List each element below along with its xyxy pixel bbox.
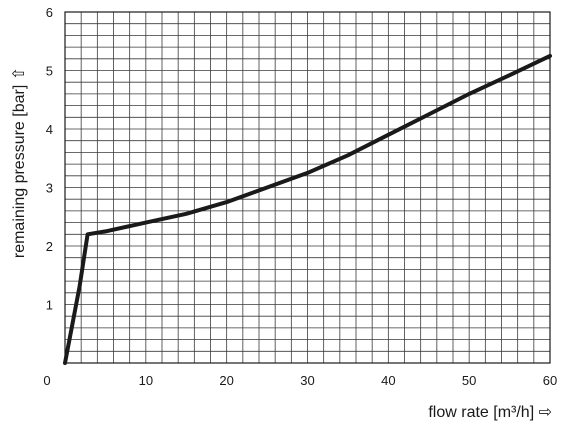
- y-tick-label: 4: [46, 122, 53, 137]
- x-tick-label: 20: [219, 373, 233, 388]
- x-tick-label: 50: [462, 373, 476, 388]
- grid: [65, 12, 550, 363]
- x-tick-label: 60: [543, 373, 557, 388]
- y-tick-label: 2: [46, 239, 53, 254]
- x-tick-labels: 0 10 20 30 40 50 60: [43, 373, 557, 388]
- y-tick-label: 6: [46, 5, 53, 20]
- y-tick-labels: 1 2 3 4 5 6: [46, 5, 53, 313]
- x-tick-label: 0: [43, 373, 50, 388]
- x-tick-label: 30: [300, 373, 314, 388]
- y-tick-label: 3: [46, 181, 53, 196]
- x-axis-title: flow rate [m³/h] ⇨: [428, 404, 552, 421]
- y-tick-label: 5: [46, 64, 53, 79]
- pressure-curve: [63, 53, 552, 365]
- plot-frame: [64, 11, 551, 364]
- y-axis-title: remaining pressure [bar] ⇧: [11, 67, 28, 258]
- x-tick-label: 10: [139, 373, 153, 388]
- x-tick-label: 40: [381, 373, 395, 388]
- y-tick-label: 1: [46, 298, 53, 313]
